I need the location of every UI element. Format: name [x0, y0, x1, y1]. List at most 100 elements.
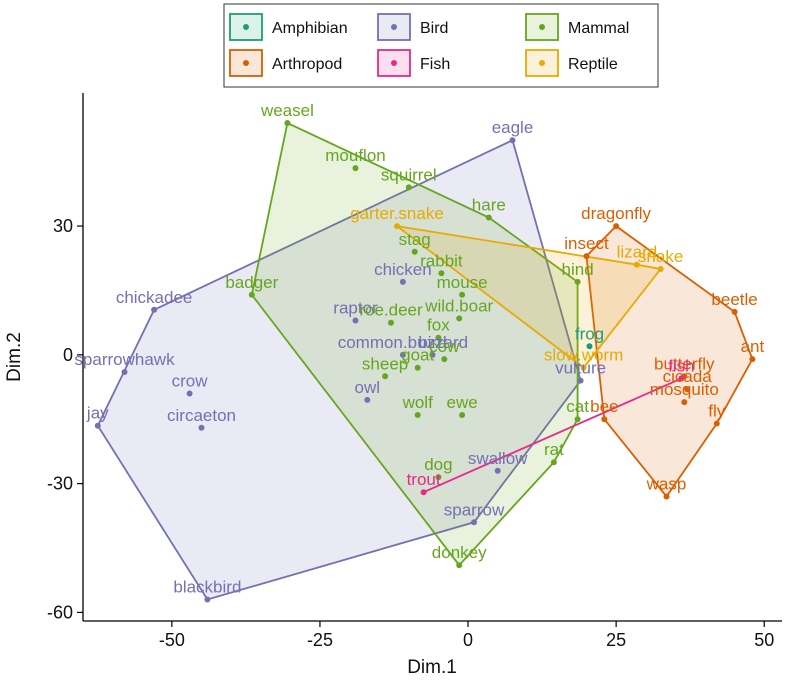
- label-fly: fly: [708, 402, 726, 421]
- y-tick-label: -60: [47, 602, 73, 622]
- point-cat: [574, 416, 581, 423]
- point-mouse: [459, 291, 466, 298]
- label-garter-snake: garter.snake: [350, 204, 444, 223]
- x-tick-label: -25: [307, 630, 333, 650]
- point-wasp: [663, 493, 670, 500]
- x-tick-label: -50: [159, 630, 185, 650]
- legend-key: [229, 49, 263, 77]
- point-beetle: [731, 308, 738, 315]
- label-chickadee: chickadee: [116, 288, 193, 307]
- legend: Amphibian Arthropod Bird Fish Mammal Reptile: [223, 3, 659, 88]
- point-fox: [435, 334, 442, 341]
- point-dragonfly: [613, 223, 620, 230]
- label-beetle: beetle: [711, 290, 757, 309]
- point-slow-worm: [580, 364, 587, 371]
- label-bird: bird: [418, 333, 446, 352]
- legend-item-fish: Fish: [377, 49, 450, 77]
- point-cicada: [684, 386, 691, 393]
- legend-label: Reptile: [568, 56, 618, 73]
- label-fish: fish: [668, 357, 694, 376]
- legend-item-bird: Bird: [377, 13, 448, 41]
- point-rabbit: [438, 270, 445, 277]
- hull-fish: [423, 377, 682, 494]
- x-ticks: -50 -25 0 25 50: [159, 621, 774, 650]
- point-fly: [713, 420, 720, 427]
- label-dragonfly: dragonfly: [581, 204, 651, 223]
- point-sparrowhawk: [121, 369, 128, 375]
- y-ticks: -60 -30 0 30: [47, 216, 83, 622]
- label-jay: jay: [86, 404, 109, 423]
- point-dog: [435, 474, 442, 481]
- label-ewe: ewe: [447, 393, 478, 412]
- legend-label: Mammal: [568, 20, 629, 37]
- point-frog: [586, 343, 593, 350]
- label-lizard: lizard: [617, 243, 658, 262]
- legend-item-amphibian: Amphibian: [229, 13, 348, 41]
- point-lizard: [633, 261, 640, 268]
- point-donkey: [456, 562, 463, 569]
- label-common-buzzard: common.buzzard: [338, 333, 468, 352]
- x-tick-label: 0: [463, 630, 473, 650]
- label-cat: cat: [566, 397, 589, 416]
- point-crow: [186, 390, 193, 397]
- legend-key-dot: [243, 24, 249, 30]
- data-points: [94, 120, 756, 603]
- x-tick-label: 50: [754, 630, 774, 650]
- label-wasp: wasp: [646, 475, 687, 494]
- label-ant: ant: [741, 337, 765, 356]
- point-insect: [583, 253, 590, 260]
- legend-label: Amphibian: [272, 20, 348, 37]
- x-tick-label: 25: [606, 630, 626, 650]
- point-cow: [441, 356, 448, 363]
- label-wild-boar: wild.boar: [424, 296, 493, 315]
- y-tick-label: 30: [53, 216, 73, 236]
- point-rat: [550, 459, 557, 466]
- point-mouflon: [352, 165, 359, 172]
- point-blackbird: [204, 596, 211, 603]
- label-dog: dog: [424, 455, 452, 474]
- point-mosquito: [681, 399, 688, 406]
- point-vulture: [577, 377, 584, 384]
- label-slow-worm: slow.worm: [544, 346, 623, 365]
- point-squirrel: [405, 184, 412, 191]
- legend-key-dot: [243, 60, 249, 66]
- label-butterfly: butterfly: [654, 354, 715, 373]
- point-owl: [364, 396, 371, 403]
- point-wolf: [414, 412, 421, 418]
- label-frog: frog: [575, 324, 604, 343]
- label-mouse: mouse: [437, 273, 488, 292]
- label-raptor: raptor: [333, 299, 378, 318]
- point-sparrow: [471, 519, 477, 526]
- legend-key-dot: [539, 24, 545, 30]
- label-crow: crow: [172, 372, 209, 391]
- label-swallow: swallow: [468, 449, 528, 468]
- label-owl: owl: [355, 378, 381, 397]
- label-circaeton: circaeton: [167, 406, 236, 425]
- point-bee: [601, 416, 608, 423]
- point-labels: frog dragonfly beetle ant butterflycicadamos…: [74, 101, 764, 597]
- label-cicada: cicada: [663, 367, 713, 386]
- point-chicken: [399, 278, 406, 285]
- label-eagle: eagle: [492, 118, 534, 137]
- label-blackbird: blackbird: [173, 578, 241, 597]
- label-fox: fox: [427, 316, 450, 335]
- legend-item-arthropod: Arthropod: [229, 49, 342, 77]
- group-hulls: [96, 121, 754, 601]
- point-trout: [420, 489, 427, 496]
- x-axis-title: Dim.1: [407, 657, 457, 678]
- legend-key-dot: [539, 60, 545, 66]
- point-hind: [574, 278, 581, 285]
- point-eagle: [509, 137, 516, 144]
- label-sparrow: sparrow: [444, 500, 505, 519]
- y-tick-label: 0: [63, 345, 73, 365]
- point-hare: [485, 214, 492, 221]
- label-squirrel: squirrel: [381, 165, 437, 184]
- point-chickadee: [151, 306, 158, 313]
- point-badger: [248, 291, 255, 298]
- label-stag: stag: [399, 230, 431, 249]
- label-hind: hind: [562, 260, 594, 279]
- label-mosquito: mosquito: [650, 380, 719, 399]
- point-raptor: [352, 317, 359, 324]
- point-common-buzzard: [399, 351, 406, 358]
